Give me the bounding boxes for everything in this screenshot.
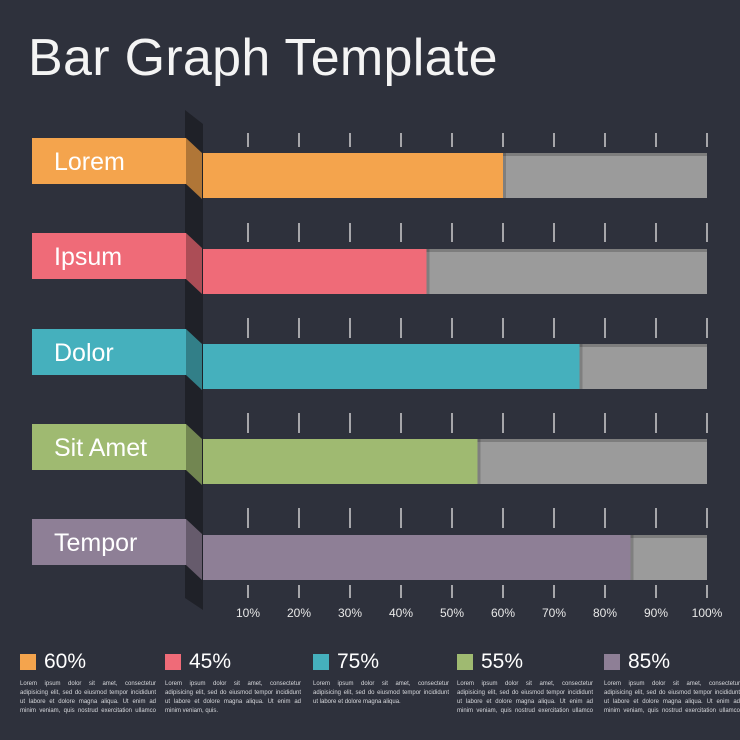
bar-edge-3 (579, 344, 583, 389)
legend-description-3: Lorem ipsum dolor sit amet, consectetur … (313, 681, 449, 705)
bar-1 (197, 153, 503, 198)
category-ribbon-2 (32, 233, 186, 279)
category-ribbon-5 (32, 519, 186, 565)
bar-4 (197, 439, 478, 484)
x-tick-label-3: 30% (338, 606, 362, 620)
category-ribbon-1 (32, 138, 186, 184)
bar-edge-5 (630, 535, 634, 580)
bar-3 (197, 344, 580, 389)
legend-item-4: 55% Lorem ipsum dolor sit amet, consecte… (457, 648, 593, 714)
x-tick-label-6: 60% (491, 606, 515, 620)
legend-item-1: 60% Lorem ipsum dolor sit amet, consecte… (20, 648, 156, 714)
x-tick-label-10: 100% (692, 606, 723, 620)
x-tick-label-1: 10% (236, 606, 260, 620)
x-tick-label-5: 50% (440, 606, 464, 620)
category-ribbon-fold-2 (186, 233, 202, 294)
x-tick-label-2: 20% (287, 606, 311, 620)
category-label-5: Tempor (54, 529, 137, 557)
legend-item-5: 85% Lorem ipsum dolor sit amet, consecte… (604, 648, 740, 714)
legend-swatch-2 (165, 654, 181, 670)
x-tick-label-4: 40% (389, 606, 413, 620)
bar-edge-4 (477, 439, 481, 484)
legend-description-1: Lorem ipsum dolor sit amet, consectetur … (20, 681, 156, 714)
legend-item-3: 75% Lorem ipsum dolor sit amet, consecte… (313, 648, 449, 714)
legend-swatch-4 (457, 654, 473, 670)
x-tick-label-7: 70% (542, 606, 566, 620)
chart-title: Bar Graph Template (28, 29, 498, 87)
x-tick-label-9: 90% (644, 606, 668, 620)
legend-description-2: Lorem ipsum dolor sit amet, consectetur … (165, 681, 301, 714)
legend-swatch-1 (20, 654, 36, 670)
x-tick-label-8: 80% (593, 606, 617, 620)
legend-description-4: Lorem ipsum dolor sit amet, consectetur … (457, 681, 593, 714)
bar-track-top-2 (197, 249, 707, 252)
bar-edge-1 (503, 153, 506, 198)
category-label-1: Lorem (54, 148, 125, 176)
category-label-4: Sit Amet (54, 434, 147, 462)
category-ribbon-3 (32, 329, 186, 375)
legend-value-3: 75% (337, 650, 380, 673)
category-ribbon-fold-4 (186, 424, 202, 485)
legend-swatch-3 (313, 654, 329, 670)
category-label-3: Dolor (54, 339, 114, 367)
bar-2 (197, 249, 427, 294)
legend-value-5: 85% (628, 650, 671, 673)
bar-5 (197, 535, 631, 580)
category-ribbon-fold-1 (186, 138, 202, 199)
legend-item-2: 45% Lorem ipsum dolor sit amet, consecte… (165, 648, 301, 714)
legend-swatch-5 (604, 654, 620, 670)
legend-value-4: 55% (481, 650, 524, 673)
legend-description-5: Lorem ipsum dolor sit amet, consectetur … (604, 681, 740, 714)
legend-value-1: 60% (44, 650, 87, 673)
category-ribbon-fold-5 (186, 519, 202, 580)
category-ribbon-fold-3 (186, 329, 202, 390)
legend: 60% Lorem ipsum dolor sit amet, consecte… (20, 648, 740, 738)
category-ribbon-4 (32, 424, 186, 470)
category-label-2: Ipsum (54, 243, 122, 271)
bar-edge-2 (426, 249, 430, 294)
legend-value-2: 45% (189, 650, 232, 673)
